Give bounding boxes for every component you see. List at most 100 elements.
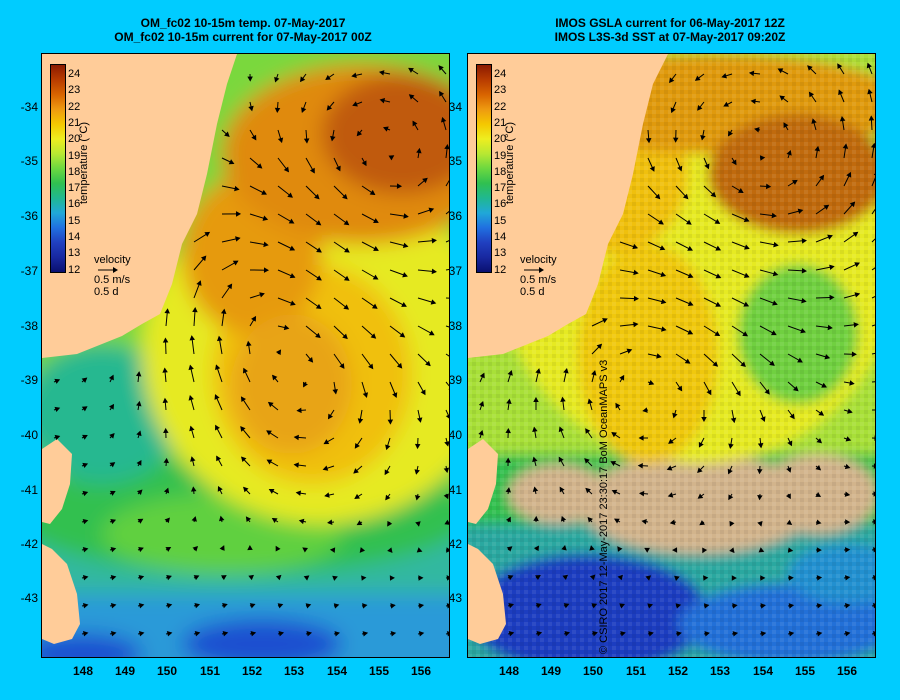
current-arrowhead <box>446 631 449 637</box>
current-arrowhead <box>853 322 859 328</box>
current-arrowhead <box>416 147 422 154</box>
colorbar-tick: 12 <box>494 263 507 276</box>
current-arrowhead <box>815 492 822 497</box>
current-arrowhead <box>728 443 734 449</box>
current-arrowhead <box>82 546 89 553</box>
current-arrowhead <box>302 547 308 553</box>
current-arrowhead <box>698 441 704 448</box>
current-arrowhead <box>868 115 875 121</box>
current-arrowhead <box>333 603 340 609</box>
current-arrowhead <box>137 518 144 524</box>
current-arrowhead <box>401 301 407 307</box>
current-arrowhead <box>699 520 706 526</box>
current-arrowhead <box>136 460 142 466</box>
current-arrowhead <box>827 234 833 240</box>
current-arrowhead <box>807 65 813 71</box>
current-arrowhead <box>240 456 247 463</box>
lon-tick: 150 <box>582 664 604 678</box>
current-arrowhead <box>694 75 701 81</box>
current-arrowhead <box>852 231 859 237</box>
current-arrowhead <box>251 315 257 322</box>
current-arrowhead <box>164 517 170 524</box>
lon-tick: 156 <box>836 664 858 678</box>
current-arrowhead <box>697 467 703 474</box>
current-arrowhead <box>626 348 633 354</box>
current-arrowhead <box>193 575 200 581</box>
current-arrowhead <box>356 130 363 137</box>
current-arrowhead <box>714 218 721 224</box>
current-arrowhead <box>801 238 807 244</box>
current-arrowhead <box>779 95 786 101</box>
colorbar-tick: 16 <box>494 198 507 211</box>
current-arrowhead <box>332 575 338 581</box>
current-arrow <box>871 238 875 243</box>
scale-arrow-icon <box>98 267 118 273</box>
colorbar-tick: 24 <box>494 68 507 80</box>
current-arrowhead <box>250 631 257 637</box>
current-arrowhead <box>109 490 116 496</box>
colorbar-title: temperature (°C) <box>78 121 90 204</box>
current-arrowhead <box>740 361 746 368</box>
current-arrowhead <box>326 104 333 111</box>
current-arrowhead <box>387 547 393 554</box>
current-arrowhead <box>362 392 369 398</box>
current-arrowhead <box>660 271 667 278</box>
current-arrowhead <box>362 603 368 609</box>
current-arrowhead <box>700 135 706 141</box>
lon-tick: 156 <box>410 664 432 678</box>
current-arrowhead <box>844 463 851 470</box>
current-arrowhead <box>327 413 334 420</box>
colorbar-tick: 18 <box>68 165 81 178</box>
current-arrowhead <box>216 455 222 462</box>
lon-tick: 150 <box>156 664 178 678</box>
current-arrowhead <box>647 603 653 609</box>
current-arrowhead <box>262 215 269 221</box>
current-arrowhead <box>425 360 431 367</box>
current-arrowhead <box>801 297 807 304</box>
current-arrowhead <box>390 603 396 609</box>
current-arrowhead <box>816 631 823 637</box>
current-arrowhead <box>872 575 875 581</box>
current-arrowhead <box>816 547 822 553</box>
current-arrowhead <box>191 516 197 522</box>
colorbar-tick: 13 <box>494 247 507 260</box>
current-arrowhead <box>668 438 674 444</box>
current-arrowhead <box>846 171 852 178</box>
current-arrowhead <box>584 458 590 464</box>
current-arrowhead <box>723 101 730 107</box>
current-arrowhead <box>303 138 310 144</box>
current-arrowhead <box>138 546 144 553</box>
current-arrowhead <box>645 138 652 144</box>
current-arrowhead <box>431 268 437 275</box>
current-arrowhead <box>82 518 89 525</box>
current-arrowhead <box>844 547 851 553</box>
current-arrowhead <box>418 631 425 637</box>
current-arrowhead <box>829 294 835 301</box>
current-arrowhead <box>759 155 766 161</box>
lon-tick: 153 <box>283 664 305 678</box>
current-arrowhead <box>392 392 398 398</box>
current-arrowhead <box>369 189 376 196</box>
current-arrowhead <box>633 295 640 302</box>
current-arrowhead <box>870 142 875 148</box>
current-arrowhead <box>163 457 170 464</box>
current-arrowhead <box>729 520 735 527</box>
current-arrowhead <box>82 490 89 497</box>
colorbar-tick: 12 <box>68 263 81 276</box>
current-arrowhead <box>619 374 625 381</box>
current-arrowhead <box>136 400 142 407</box>
current-arrowhead <box>82 602 89 609</box>
current-arrowhead <box>296 407 302 414</box>
current-arrowhead <box>602 318 608 324</box>
current-arrow <box>871 208 875 215</box>
current-arrowhead <box>829 264 835 270</box>
current-arrowhead <box>136 489 143 496</box>
current-arrowhead <box>743 272 750 278</box>
current-arrowhead <box>82 434 88 440</box>
mainland-landmass <box>42 54 237 358</box>
current-arrowhead <box>248 574 255 581</box>
colorbar-tick: 14 <box>68 231 81 243</box>
colorbar-tick: 24 <box>68 68 81 80</box>
colorbar-tick: 16 <box>68 198 81 211</box>
current-arrowhead <box>697 105 703 111</box>
